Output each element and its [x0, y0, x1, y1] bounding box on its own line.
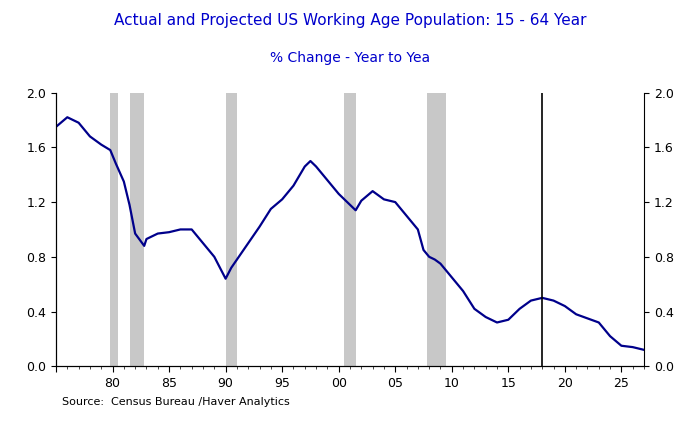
Text: Actual and Projected US Working Age Population: 15 - 64 Year: Actual and Projected US Working Age Popu…: [113, 13, 587, 28]
Bar: [344, 93, 356, 366]
Bar: [111, 93, 118, 366]
Bar: [225, 93, 237, 366]
Text: % Change - Year to Yea: % Change - Year to Yea: [270, 51, 430, 64]
Bar: [130, 93, 144, 366]
Bar: [427, 93, 446, 366]
Text: Source:  Census Bureau /Haver Analytics: Source: Census Bureau /Haver Analytics: [62, 397, 290, 408]
